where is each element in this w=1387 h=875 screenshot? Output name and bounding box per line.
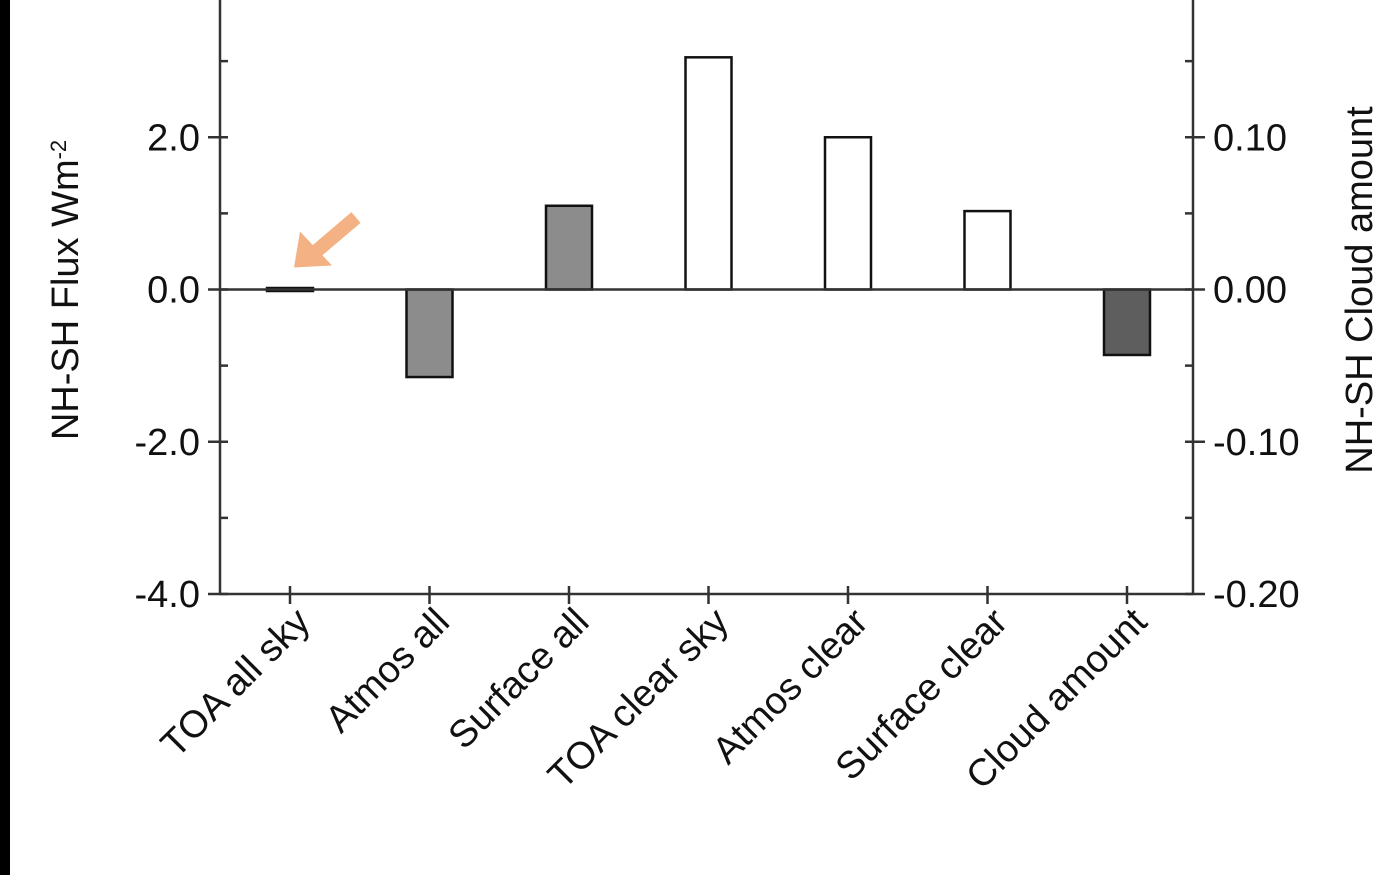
right-tick-label: -0.10: [1213, 422, 1300, 464]
arrow-head: [294, 231, 332, 268]
right-tick-label: -0.20: [1213, 574, 1300, 616]
right-axis-ticks: -0.20 -0.10 0.00 0.10: [1185, 59, 1300, 616]
left-tick-label: 0.0: [147, 270, 200, 312]
right-tick-label: 0.10: [1213, 117, 1287, 159]
category-label: TOA all sky: [153, 601, 318, 766]
left-axis-ticks: -4.0 -2.0 0.0 2.0: [135, 59, 228, 616]
chart-figure: -4.0 -2.0 0.0 2.0 -0.20 -0.10 0.00 0.10 TOA al…: [10, 0, 1387, 875]
right-axis-title: NH-SH Cloud amount: [1339, 106, 1381, 474]
left-tick-label: 2.0: [147, 117, 200, 159]
bar-chart: -4.0 -2.0 0.0 2.0 -0.20 -0.10 0.00 0.10 TOA al…: [45, 0, 1381, 798]
bar-surface-clear: [963, 209, 1012, 291]
left-tick-label: -2.0: [135, 422, 200, 464]
left-tick-label: -4.0: [135, 574, 200, 616]
left-axis-title-text: NH-SH Flux Wm: [45, 159, 87, 440]
arrow-shaft: [311, 212, 361, 257]
right-tick-label: 0.00: [1213, 270, 1287, 312]
category-label: Atmos all: [318, 601, 458, 741]
bar-atmos-clear: [823, 136, 873, 291]
bar-cloud-amount: [1102, 288, 1152, 357]
bars: [265, 56, 1152, 604]
bar-toa-clear-sky: [684, 56, 733, 291]
bar-atmos-all: [405, 288, 454, 379]
left-axis-title-superscript: -2: [46, 140, 71, 160]
arrow-annotation: [294, 212, 361, 268]
left-axis-title: NH-SH Flux Wm-2: [45, 140, 87, 440]
bar-surface-all: [544, 204, 594, 291]
